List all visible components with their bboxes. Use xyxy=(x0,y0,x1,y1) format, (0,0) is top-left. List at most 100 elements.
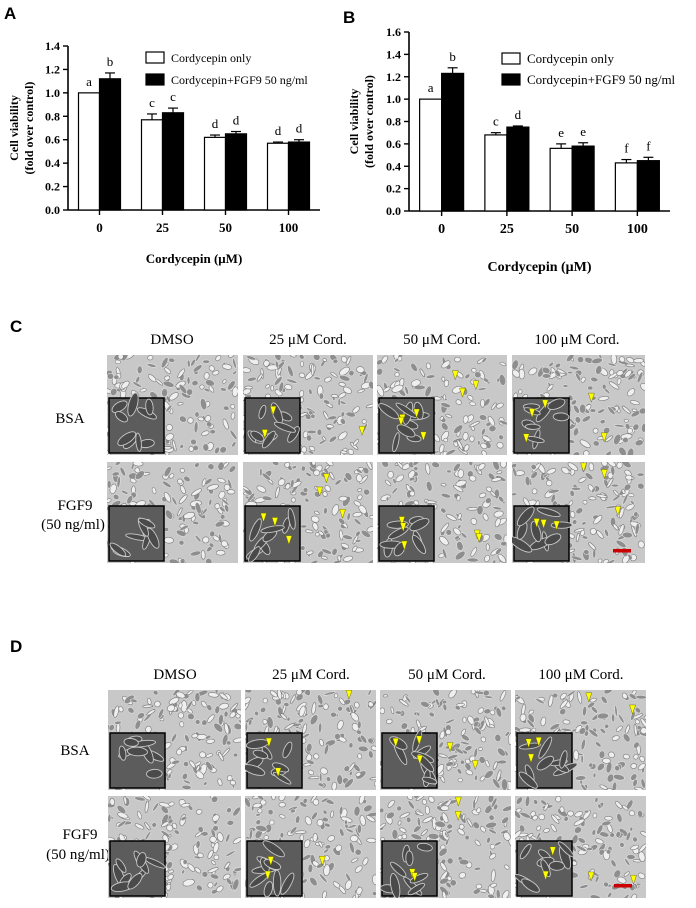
arrowhead xyxy=(398,516,406,527)
column-label-100um: 100 μM Cord. xyxy=(534,332,620,348)
bar xyxy=(203,136,227,211)
legend-label: Cordycepin+FGF9 50 ng/ml xyxy=(171,73,308,87)
micrograph-fgf9-25um xyxy=(245,796,376,898)
inset-magnification xyxy=(109,840,166,897)
x-tick-label: 50 xyxy=(219,220,232,235)
arrowhead xyxy=(271,517,279,528)
bar xyxy=(419,98,443,212)
row-label-bsa: BSA xyxy=(55,411,85,427)
inset-magnification xyxy=(515,840,574,897)
legend-label: Cordycepin only xyxy=(171,51,251,65)
arrowhead xyxy=(416,755,424,765)
arrowhead xyxy=(261,429,269,440)
micrograph-fgf9-dmso xyxy=(108,796,241,898)
y-tick-label: 1.4 xyxy=(386,47,401,61)
inset-magnification xyxy=(108,392,165,454)
x-tick-label: 0 xyxy=(438,222,445,237)
panel-letter-d: D xyxy=(10,637,23,656)
arrowhead xyxy=(267,856,275,867)
y-axis-label-units: (fold over control) xyxy=(362,75,376,168)
arrowhead xyxy=(345,690,353,700)
significance-letter: c xyxy=(170,89,176,104)
arrowhead xyxy=(264,870,272,881)
y-tick-label: 0.4 xyxy=(386,159,401,173)
bar xyxy=(484,134,508,212)
legend-swatch xyxy=(145,73,165,86)
arrowhead xyxy=(316,486,324,497)
arrowhead xyxy=(614,506,622,517)
arrowhead xyxy=(533,518,540,529)
micrograph-bsa-50um xyxy=(380,690,511,790)
bar xyxy=(266,142,290,211)
arrowhead xyxy=(472,380,480,391)
row-label-fgf9: FGF9 xyxy=(57,498,93,514)
x-tick-label: 100 xyxy=(627,222,648,237)
arrowhead xyxy=(585,692,593,703)
inset-magnification xyxy=(246,840,303,898)
significance-letter: d xyxy=(515,107,522,122)
y-tick-label: 1.0 xyxy=(386,92,401,106)
scale-bar xyxy=(613,549,631,553)
arrowhead xyxy=(459,387,466,398)
arrowhead xyxy=(392,738,399,748)
micrograph-bsa-100um xyxy=(515,690,646,790)
bar xyxy=(224,133,248,211)
arrowhead xyxy=(285,535,293,546)
legend-swatch xyxy=(145,51,165,64)
y-tick-label: 0.2 xyxy=(45,180,60,194)
y-axis-label: Cell viability xyxy=(7,95,21,161)
y-tick-label: 1.2 xyxy=(386,70,401,84)
arrowhead xyxy=(528,408,536,419)
arrowhead xyxy=(446,742,454,753)
arrowhead xyxy=(413,408,420,419)
significance-letter: e xyxy=(580,124,586,139)
inset-magnification xyxy=(381,729,438,789)
arrowhead xyxy=(525,738,532,749)
y-tick-label: 1.6 xyxy=(386,25,401,39)
significance-letter: d xyxy=(233,113,240,128)
arrowhead xyxy=(535,737,543,747)
y-axis-label-units: (fold over control) xyxy=(22,82,36,175)
y-tick-label: 0.0 xyxy=(386,204,401,218)
arrowhead xyxy=(358,426,366,436)
y-axis-label: Cell viability xyxy=(347,89,361,155)
bar xyxy=(441,72,465,212)
bar xyxy=(161,112,185,211)
x-tick-label: 0 xyxy=(96,220,103,235)
scale-bar xyxy=(614,884,632,888)
x-tick-label: 100 xyxy=(279,220,299,235)
arrowhead xyxy=(549,846,557,857)
arrowhead xyxy=(540,519,547,530)
significance-letter: c xyxy=(149,95,155,110)
arrowhead xyxy=(399,522,407,533)
arrowhead xyxy=(580,462,587,473)
micrograph-bsa-50um xyxy=(377,355,507,455)
arrowhead xyxy=(553,520,560,531)
panel-letter-c: C xyxy=(10,317,23,336)
y-tick-label: 0.8 xyxy=(45,109,60,123)
micrograph-bsa-dmso xyxy=(108,690,241,790)
column-label-50um: 50 μM Cord. xyxy=(408,667,486,683)
arrowhead xyxy=(319,856,326,866)
arrowhead xyxy=(411,872,418,883)
y-tick-label: 0.6 xyxy=(386,137,401,151)
arrowhead xyxy=(420,431,427,442)
row-label-fgf9-concentration: (50 ng/ml) xyxy=(41,517,105,533)
x-tick-label: 25 xyxy=(156,220,170,235)
legend-label: Cordycepin+FGF9 50 ng/ml xyxy=(527,72,676,87)
arrowhead xyxy=(265,737,273,748)
y-tick-label: 0.2 xyxy=(386,182,401,196)
bar-chart-a: 0.0 0.2 0.4 0.6 0.8 1.0 1.2 1.4 Cell viability (f… xyxy=(7,39,320,266)
bar xyxy=(571,145,595,212)
y-tick-label: 0.6 xyxy=(45,133,60,147)
significance-letter: c xyxy=(493,114,499,129)
micrograph-bsa-100um xyxy=(512,355,645,455)
micrograph-fgf9-100um xyxy=(512,462,645,563)
inset-magnification xyxy=(109,732,166,789)
inset-magnification xyxy=(244,397,301,454)
micrograph-fgf9-dmso xyxy=(107,462,238,563)
inset-magnification xyxy=(245,732,303,789)
inset-magnification xyxy=(512,505,573,562)
significance-letter: b xyxy=(107,54,114,69)
y-tick-label: 1.4 xyxy=(45,39,60,53)
